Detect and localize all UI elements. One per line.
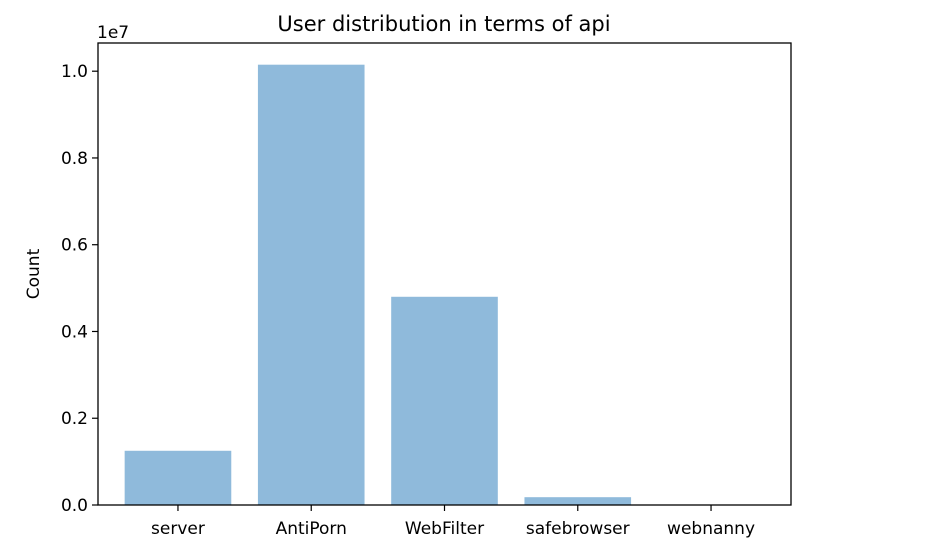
y-tick-label: 1.0 bbox=[61, 62, 88, 82]
y-tick-label: 0.8 bbox=[61, 149, 88, 169]
y-tick-label: 0.0 bbox=[61, 496, 88, 516]
y-axis-ticks: 0.0 0.2 0.4 0.6 0.8 1.0 bbox=[61, 62, 98, 516]
bar-server bbox=[124, 450, 232, 505]
x-tick-label: safebrowser bbox=[526, 519, 630, 539]
y-axis-offset-text: 1e7 bbox=[97, 23, 129, 43]
y-axis-label: Count bbox=[24, 248, 44, 299]
axes-frame bbox=[97, 42, 792, 506]
y-tick-label: 0.6 bbox=[61, 236, 88, 256]
x-axis-ticks: server AntiPorn WebFilter safebrowser webnan… bbox=[151, 505, 755, 539]
bar-webfilter bbox=[391, 296, 498, 505]
y-tick-label: 0.4 bbox=[61, 322, 88, 342]
bars-group bbox=[124, 64, 632, 506]
chart-title: User distribution in terms of api bbox=[277, 12, 610, 36]
bar-safebrowser bbox=[524, 497, 632, 505]
x-tick-label: server bbox=[151, 519, 205, 539]
x-tick-label: webnanny bbox=[667, 519, 755, 539]
y-tick-label: 0.2 bbox=[61, 409, 88, 429]
bar-antiporn bbox=[257, 64, 365, 506]
x-tick-label: AntiPorn bbox=[276, 519, 347, 539]
x-tick-label: WebFilter bbox=[405, 519, 484, 539]
